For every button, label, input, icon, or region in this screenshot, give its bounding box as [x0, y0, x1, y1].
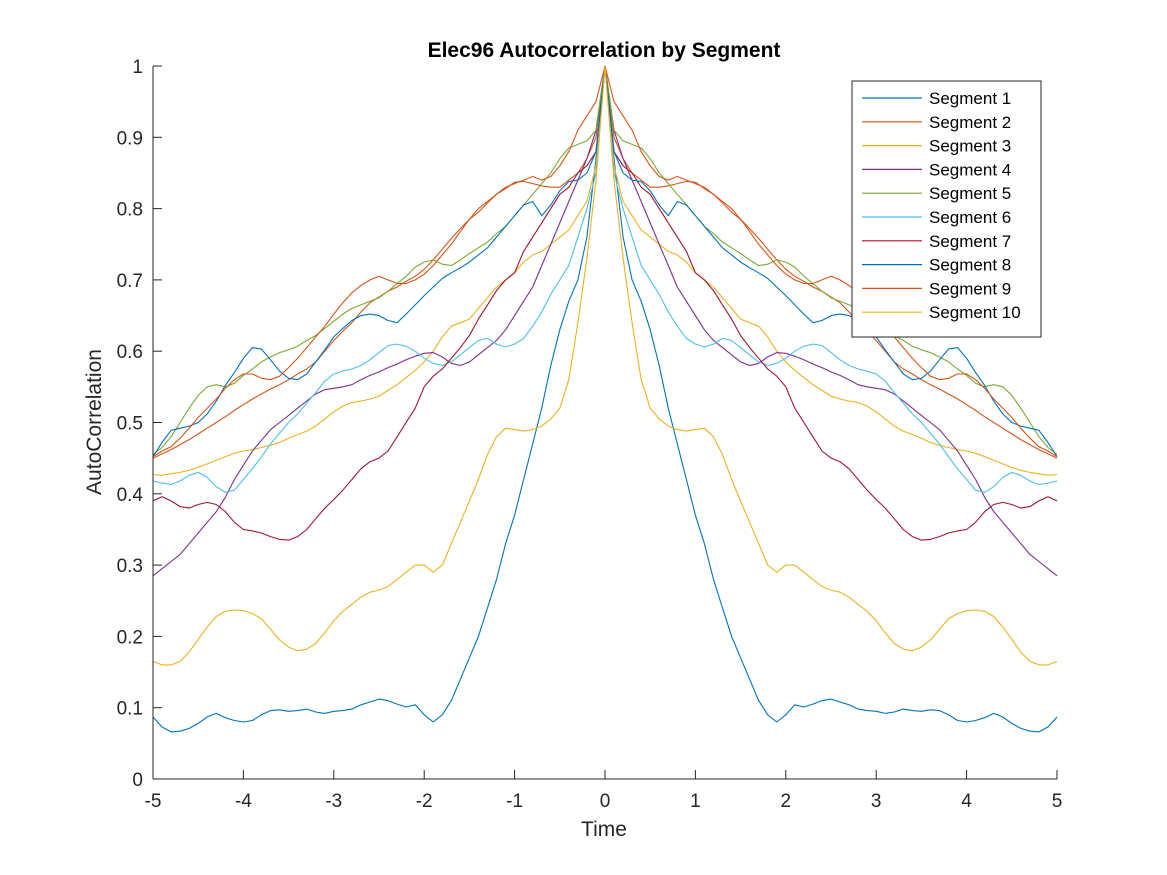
- legend-entry: Segment 4: [929, 160, 1011, 179]
- legend-entry: Segment 8: [929, 256, 1011, 275]
- y-tick-label: 1: [132, 57, 143, 78]
- y-tick-label: 0.8: [117, 200, 143, 221]
- legend-entry: Segment 1: [929, 89, 1011, 108]
- y-tick-label: 0.1: [117, 699, 143, 720]
- series-line-10: [152, 65, 1058, 666]
- legend: Segment 1 Segment 2 Segment 3 Segment 4 Segm…: [851, 80, 1042, 338]
- axes: -5 -4 -3 -2 -1 0 1 2 3 4 5 0 0.1 0.2 0.3 0.4 0.5 0.6 0.7 0.…: [117, 57, 1063, 812]
- chart-title: Elec96 Autocorrelation by Segment: [428, 39, 781, 62]
- legend-entry: Segment 9: [929, 279, 1011, 298]
- x-axis-label: Time: [581, 818, 627, 841]
- x-tick-label: 4: [961, 791, 972, 812]
- legend-entry: Segment 6: [929, 208, 1011, 227]
- y-tick-label: 0.9: [117, 128, 143, 149]
- y-tick-label: 0.2: [117, 627, 143, 648]
- y-tick-label: 0: [132, 770, 143, 791]
- legend-entry: Segment 7: [929, 232, 1011, 251]
- y-axis-label: AutoCorrelation: [83, 349, 106, 495]
- x-tick-label: 5: [1052, 791, 1063, 812]
- x-tick-label: -2: [416, 791, 433, 812]
- x-tick-label: -5: [145, 791, 162, 812]
- y-tick-label: 0.5: [117, 414, 143, 435]
- legend-entry: Segment 5: [929, 184, 1011, 203]
- plot-lines: [152, 65, 1058, 733]
- x-tick-label: -1: [506, 791, 523, 812]
- x-tick-label: -3: [325, 791, 342, 812]
- legend-entry: Segment 3: [929, 137, 1011, 156]
- legend-box: [851, 80, 1042, 338]
- y-tick-label: 0.6: [117, 342, 143, 363]
- x-tick-label: -4: [235, 791, 252, 812]
- legend-entry: Segment 2: [929, 113, 1011, 132]
- x-tick-label: 0: [600, 791, 611, 812]
- x-tick-label: 3: [871, 791, 882, 812]
- legend-entry: Segment 10: [929, 303, 1021, 322]
- y-tick-label: 0.7: [117, 271, 143, 292]
- x-tick-label: 2: [781, 791, 792, 812]
- y-tick-label: 0.4: [117, 485, 144, 506]
- y-tick-label: 0.3: [117, 556, 143, 577]
- x-tick-label: 1: [690, 791, 701, 812]
